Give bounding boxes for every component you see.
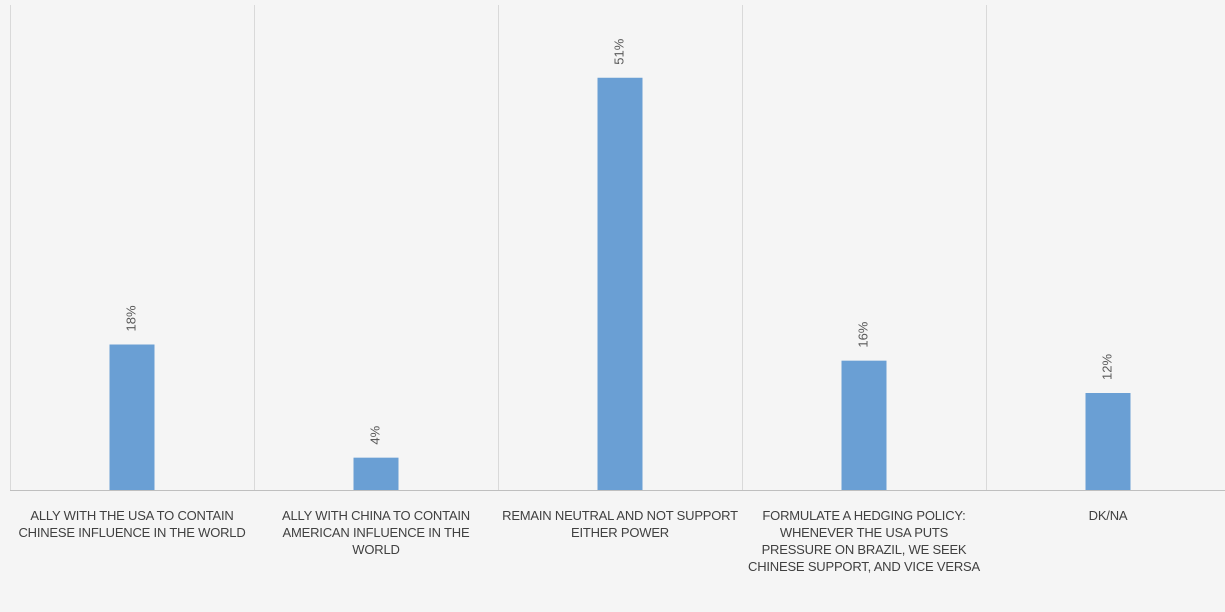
bar xyxy=(109,344,155,490)
data-label: 4% xyxy=(367,425,382,444)
data-label: 18% xyxy=(123,305,138,331)
category-label: ALLY WITH THE USA TO CONTAIN CHINESE INF… xyxy=(18,508,246,540)
data-label: 16% xyxy=(855,321,870,347)
category-label: DK/NA xyxy=(1088,508,1128,523)
category-label: ALLY WITH CHINA TO CONTAIN AMERICAN INFL… xyxy=(282,508,470,557)
bar xyxy=(597,77,643,490)
data-label: 51% xyxy=(611,38,626,64)
bar xyxy=(1085,393,1131,490)
category-label: FORMULATE A HEDGING POLICY: WHENEVER THE… xyxy=(748,508,980,574)
bar xyxy=(353,457,399,490)
bar xyxy=(841,360,887,490)
category-label: REMAIN NEUTRAL AND NOT SUPPORT EITHER PO… xyxy=(502,508,738,540)
data-label: 12% xyxy=(1099,354,1114,380)
